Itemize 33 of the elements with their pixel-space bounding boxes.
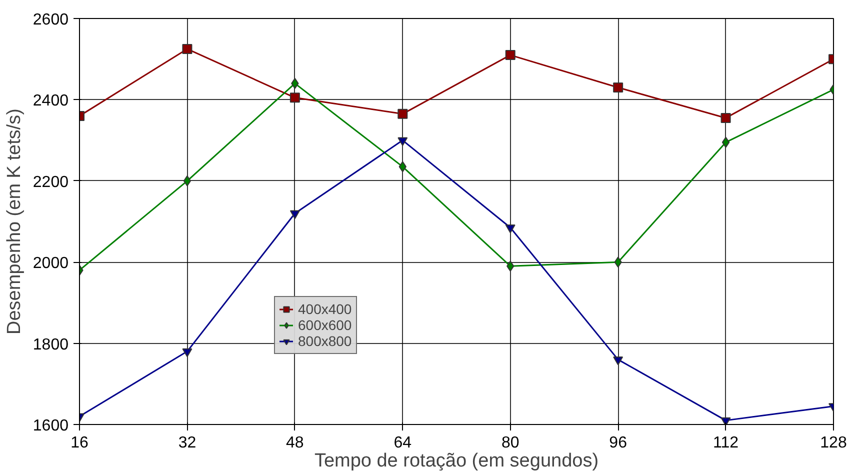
point (505, 224, 516, 234)
y-tick-label: 2400 (32, 92, 69, 110)
point (720, 112, 731, 123)
x-axis-title: Tempo de rotação (em segundos) (314, 450, 599, 472)
y-tick-label: 2200 (32, 174, 69, 191)
point (722, 136, 730, 148)
y-tick-label: 2000 (32, 255, 69, 272)
point (613, 356, 624, 366)
point (183, 175, 192, 186)
point (505, 50, 516, 60)
point (720, 417, 731, 424)
x-tick-label: 80 (501, 434, 520, 452)
x-tick-label: 128 (820, 434, 847, 452)
legend-label: 600x600 (298, 317, 352, 333)
x-tick-label: 112 (713, 434, 739, 452)
x-tick-label: 64 (394, 434, 412, 452)
point (398, 137, 408, 146)
point (182, 348, 192, 358)
point (290, 92, 300, 103)
x-tick-label: 16 (70, 434, 88, 452)
y-tick-label: 1600 (32, 418, 69, 434)
x-tick-label: 96 (609, 434, 628, 452)
point (613, 82, 624, 93)
point (290, 210, 300, 220)
y-tick-label: 2600 (32, 12, 69, 28)
point (398, 108, 408, 119)
y-tick-label: 1800 (32, 336, 69, 354)
x-tick-label: 32 (178, 434, 196, 452)
y-axis-title: Desempenho (em K tets/s) (4, 108, 25, 334)
point (182, 44, 192, 54)
x-tick-label: 48 (286, 434, 304, 452)
legend-label: 400x400 (298, 301, 352, 317)
legend-label: 800x800 (298, 333, 352, 349)
